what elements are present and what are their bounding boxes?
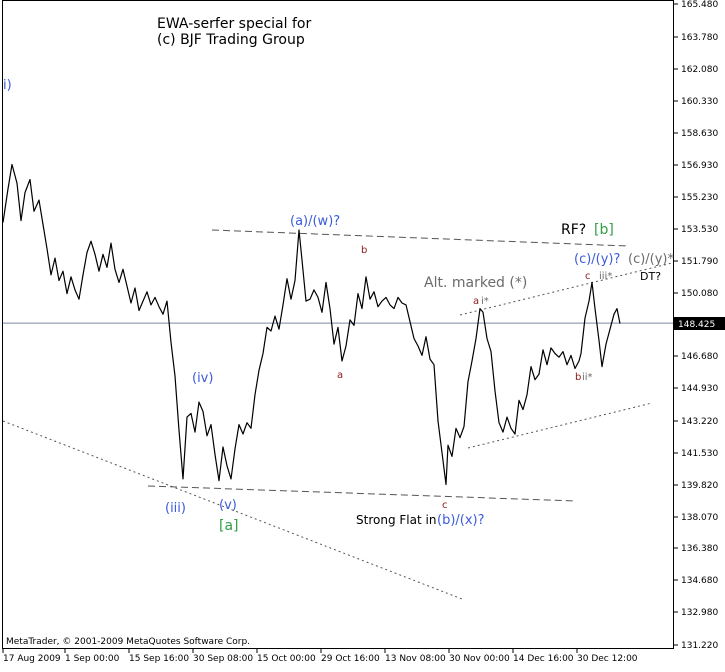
y-tick-label: 150.080 [681,289,718,299]
y-tick-label: 155.230 [681,193,718,203]
x-tick-label: 15 Oct 00:00 [257,654,316,664]
trendline-long-dotted [2,420,463,600]
trendline-lower-flat [147,485,577,502]
y-tick-label: 139.820 [681,481,718,491]
wave-label: (a)/(w)? [290,214,340,229]
y-tick-label: 151.790 [681,257,718,267]
title-line-2: (c) BJF Trading Group [157,32,305,48]
trendline-alt-lower [467,402,653,449]
price-series-line [2,163,621,486]
wave-label: (iv) [192,371,213,386]
y-tick-label: 153.530 [681,225,718,235]
x-tick-label: 30 Sep 08:00 [193,654,253,664]
current-price-tag [674,317,725,330]
wave-label: (iii) [165,501,186,516]
y-tick-label: 141.530 [681,449,718,459]
x-tick-label: 13 Nov 08:00 [385,654,446,664]
y-tick-label: 131.220 [681,641,718,651]
trendline-alt-upper [459,262,673,316]
y-tick-label: 158.630 [681,129,718,139]
x-tick-label: 29 Oct 16:00 [321,654,380,664]
y-tick-label: 138.070 [681,513,718,523]
title-line-1: EWA-serfer special for [157,16,311,32]
wave-label: a [337,370,343,381]
wave-label: a [473,296,479,307]
wave-label: c [585,271,591,282]
y-tick-label: 136.380 [681,544,718,554]
wave-label: b [575,372,581,383]
y-tick-label: 160.330 [681,97,718,107]
trendlines [2,229,673,600]
wave-label: DT? [640,270,661,283]
y-tick-label: 146.680 [681,352,718,362]
wave-labels: i) (iv) (iii) (v) [a] (a)/(w)? b a Alt. marked (… [3,78,675,534]
wave-label: (v) [219,498,237,513]
wave-label: [b] [594,222,614,238]
x-tick-label: 15 Sep 16:00 [129,654,189,664]
y-tick-label: 165.480 [681,0,718,10]
wave-label: [a] [219,518,239,534]
wave-label: Strong Flat in [356,513,436,527]
wave-label: Alt. marked (*) [424,275,527,291]
x-tick-label: 14 Dec 16:00 [513,654,574,664]
wave-label: ii* [582,372,593,383]
wave-label: c [442,500,448,511]
y-tick-label: 144.930 [681,384,718,394]
trendline-upper-channel [211,229,629,247]
y-tick-label: 163.780 [681,33,718,43]
wave-label: (b)/(x)? [437,513,485,528]
y-tick-label: 143.220 [681,417,718,427]
x-tick-label: 1 Sep 00:00 [65,654,120,664]
y-tick-label: 156.930 [681,161,718,171]
x-tick-label: 30 Dec 12:00 [577,654,638,664]
x-tick-label: 30 Nov 00:00 [449,654,510,664]
wave-label: (c)/(y)? [574,252,620,267]
wave-label: RF? [561,222,586,238]
wave-label: b [361,245,367,256]
copyright-footer: MetaTrader, © 2001-2009 MetaQuotes Softw… [6,637,250,647]
y-tick-label: 134.680 [681,576,718,586]
current-price-tag-label: 148.425 [678,320,715,330]
wave-label: iii* [599,271,612,282]
y-tick-label: 132.980 [681,608,718,618]
plot-area [2,0,674,649]
wave-label: i) [3,78,12,93]
y-axis: 165.480 163.780 162.080 160.330 158.630 156.9… [674,0,718,651]
wave-label: (c)/(y)* [628,252,675,267]
wave-label: i* [481,296,489,307]
x-axis: 17 Aug 2009 1 Sep 00:00 15 Sep 16:00 30 Sep… [2,648,638,664]
y-tick-label: 162.080 [681,65,718,75]
x-tick-label: 17 Aug 2009 [3,654,61,664]
